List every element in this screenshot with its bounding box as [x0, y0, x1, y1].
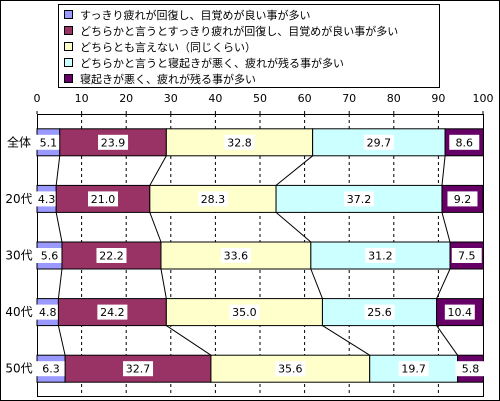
- series-connector-line: [441, 155, 446, 186]
- x-tick-label: 60: [298, 92, 312, 105]
- x-tick-label: 70: [342, 92, 356, 105]
- data-label: 22.2: [99, 250, 124, 263]
- data-label: 5.8: [462, 363, 480, 376]
- data-label-bg: [220, 248, 251, 263]
- series-connector-line: [55, 155, 61, 186]
- x-tick-label: 20: [119, 92, 133, 105]
- data-label: 8.6: [456, 136, 474, 149]
- data-label: 32.7: [126, 363, 151, 376]
- category-label: 50代: [5, 362, 32, 376]
- data-label: 35.0: [232, 306, 257, 319]
- data-label-bg: [33, 134, 64, 150]
- data-label: 37.2: [347, 193, 372, 206]
- series-connector-line: [149, 155, 167, 186]
- x-tick-label: 30: [164, 92, 178, 105]
- category-label: 全体: [7, 134, 31, 149]
- data-label: 5.1: [40, 136, 58, 149]
- data-label-bg: [364, 304, 395, 320]
- data-label-bg: [34, 248, 65, 263]
- legend-swatch: [64, 42, 73, 51]
- data-label-bg: [275, 361, 306, 377]
- series-connector-line: [310, 268, 323, 299]
- series-connector-line: [322, 325, 370, 356]
- x-tick-label: 10: [75, 92, 89, 105]
- series-connector-line: [57, 325, 66, 356]
- series-connector-line: [57, 268, 63, 299]
- data-label: 4.3: [38, 193, 56, 206]
- x-tick-label: 90: [431, 92, 445, 105]
- data-label: 21.0: [91, 193, 116, 206]
- data-label-bg: [197, 191, 228, 207]
- x-tick-label: 100: [473, 92, 494, 105]
- legend-label: 寝起きが悪く、疲れが残る事が多い: [80, 72, 256, 86]
- legend-label: どちらかと言うとすっきり疲れが回復し、目覚めが良い事が多い: [80, 24, 398, 38]
- data-label-bg: [36, 361, 67, 377]
- data-label-bg: [123, 361, 154, 377]
- data-label-bg: [224, 134, 255, 150]
- series-connector-line: [160, 268, 167, 299]
- legend-swatch: [64, 74, 73, 83]
- data-label: 9.2: [454, 193, 472, 206]
- data-label: 10.4: [448, 306, 473, 319]
- category-label: 20代: [5, 192, 32, 206]
- series-connector-line: [275, 212, 312, 243]
- data-label-bg: [444, 304, 475, 320]
- data-label: 7.5: [458, 250, 476, 263]
- series-connector-line: [55, 212, 63, 243]
- data-label-bg: [365, 248, 396, 263]
- data-label-bg: [449, 134, 480, 150]
- data-label-bg: [88, 191, 119, 207]
- x-tick-label: 40: [208, 92, 222, 105]
- data-label: 4.8: [39, 306, 57, 319]
- category-label: 30代: [5, 249, 32, 263]
- data-label: 32.8: [227, 136, 252, 149]
- x-tick-label: 0: [34, 92, 41, 105]
- data-label-bg: [32, 304, 63, 320]
- data-label: 19.7: [401, 363, 426, 376]
- data-label: 31.2: [368, 250, 393, 263]
- data-label: 25.6: [367, 306, 392, 319]
- data-label-bg: [229, 304, 260, 320]
- series-connector-line: [275, 155, 313, 186]
- data-label-bg: [96, 248, 127, 263]
- data-label: 24.2: [100, 306, 125, 319]
- legend-label: すっきり疲れが回復し、目覚めが良い事が多い: [80, 8, 311, 22]
- legend-swatch: [64, 58, 73, 67]
- series-connector-line: [436, 268, 451, 299]
- data-label-bg: [31, 191, 62, 207]
- data-label-bg: [363, 134, 394, 150]
- x-tick-label: 80: [387, 92, 401, 105]
- legend-label: どちらとも言えない（同じくらい）: [80, 41, 256, 54]
- data-label-bg: [455, 361, 486, 377]
- legend-swatch: [64, 26, 73, 35]
- x-tick-label: 50: [253, 92, 267, 105]
- series-connector-line: [166, 325, 212, 356]
- data-label-bg: [447, 191, 478, 207]
- data-label: 28.3: [201, 193, 226, 206]
- data-label-bg: [451, 248, 482, 263]
- data-label: 29.7: [367, 136, 392, 149]
- series-connector-line: [436, 325, 458, 356]
- data-label-bg: [98, 134, 129, 150]
- data-label-bg: [398, 361, 429, 377]
- legend-swatch: [64, 10, 73, 19]
- category-label: 40代: [5, 305, 32, 319]
- data-label-bg: [97, 304, 128, 320]
- series-connector-line: [441, 212, 451, 243]
- legend-box: [58, 4, 440, 88]
- data-label: 5.6: [41, 250, 59, 263]
- data-label: 6.3: [42, 363, 60, 376]
- data-label: 35.6: [278, 363, 303, 376]
- data-label: 23.9: [101, 136, 126, 149]
- series-connector-line: [149, 212, 162, 243]
- data-label: 33.6: [224, 250, 249, 263]
- legend-label: どちらかと言うと寝起きが悪く、疲れが残る事が多い: [80, 56, 344, 70]
- data-label-bg: [344, 191, 375, 207]
